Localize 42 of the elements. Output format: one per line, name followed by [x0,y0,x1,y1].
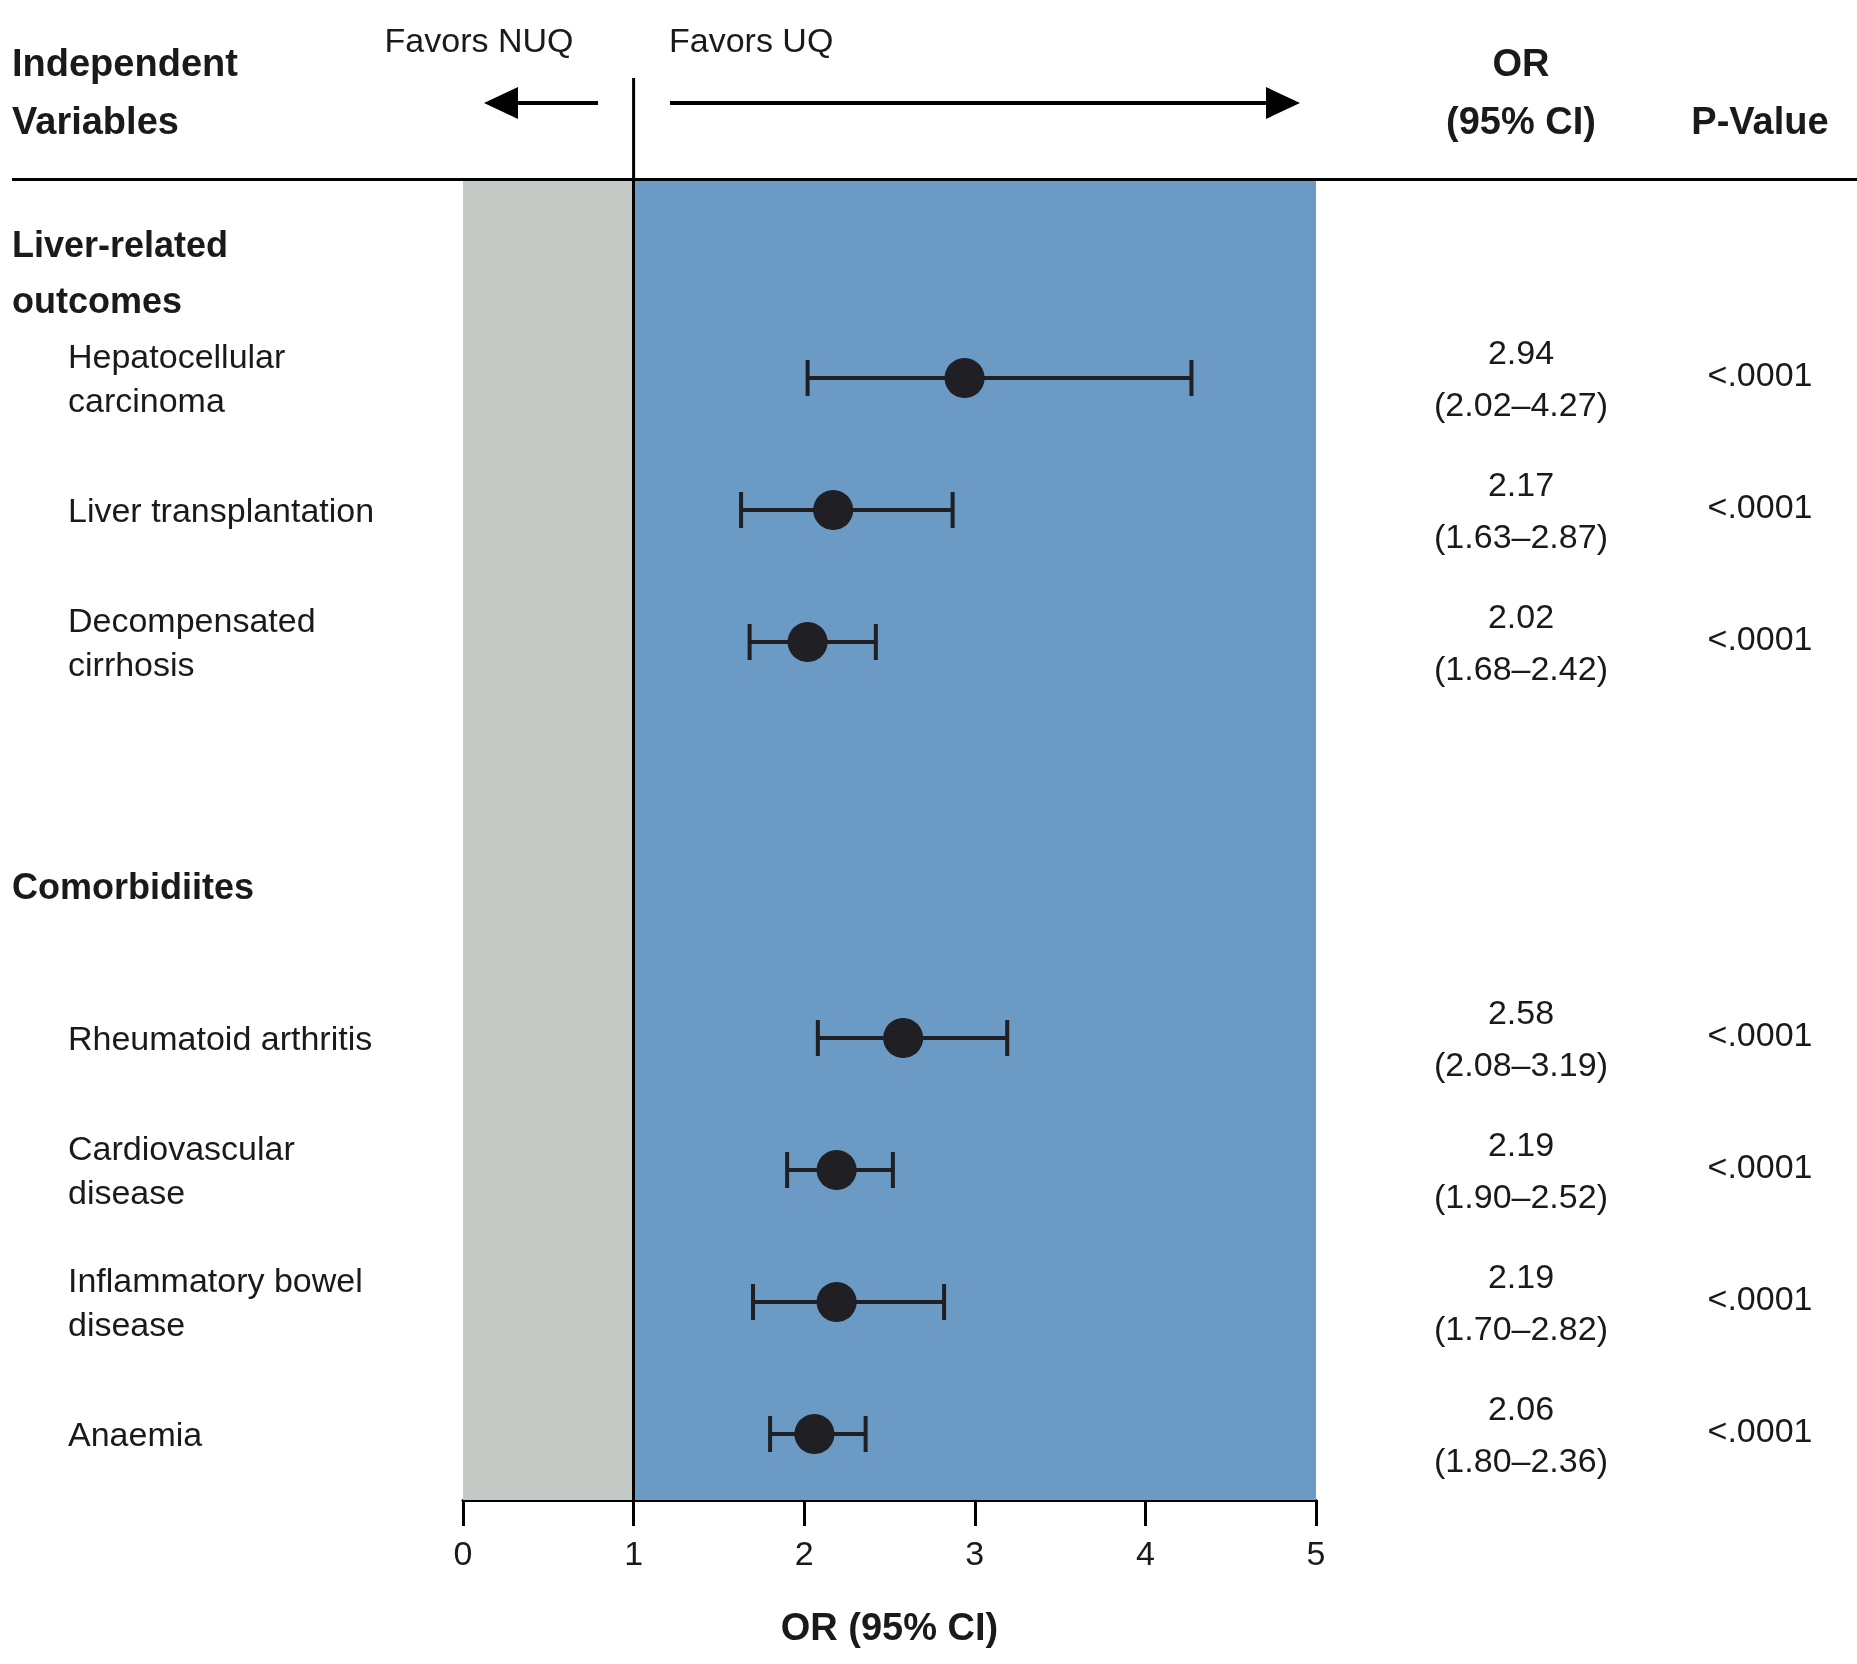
text: <.0001 [1707,1279,1813,1317]
y-tick-label: Liver transplantation [68,491,375,529]
point [883,1018,924,1058]
text: Comorbidiites [12,865,255,907]
x-axis-title: OR (95% CI) [780,1606,999,1648]
data-label: 2.58 (2.08–3.19) [1434,993,1608,1083]
x-tick-label: 2 [794,1534,814,1572]
point [944,358,985,398]
point [816,1150,857,1190]
x-tick-label: 3 [965,1534,985,1572]
text: <.0001 [1707,619,1813,657]
point [813,490,854,530]
text: <.0001 [1707,1147,1813,1185]
y-tick-label: Anaemia [68,1415,203,1453]
text: OR (95% CI) [1446,42,1596,142]
text: <.0001 [1707,1015,1813,1053]
data-label: 2.02 (1.68–2.42) [1434,597,1608,687]
data-label: 2.19 (1.70–2.82) [1434,1257,1608,1347]
text: Liver-related outcomes [12,223,239,321]
text: P-Value [1691,100,1829,142]
text: <.0001 [1707,487,1813,525]
data-label: 2.06 (1.80–2.36) [1434,1389,1608,1479]
y-tick-label: Decompensated cirrhosis [68,601,326,683]
point [787,622,828,662]
point [794,1414,835,1454]
data-label: 2.94 (2.02–4.27) [1434,333,1608,423]
y-tick-label: Inflammatory bowel disease [68,1261,373,1343]
x-tick-label: 4 [1135,1534,1155,1572]
text: <.0001 [1707,1411,1813,1449]
text: Favors UQ [669,21,834,59]
text: <.0001 [1707,355,1813,393]
x-tick-label: 0 [453,1534,473,1572]
point [816,1282,857,1322]
y-tick-label: Rheumatoid arthritis [68,1019,373,1057]
text: Favors NUQ [384,21,574,59]
x-tick-label: 5 [1306,1534,1326,1572]
y-axis-title: Independent Variables [12,42,249,142]
x-tick-label: 1 [624,1534,644,1572]
data-label: 2.19 (1.90–2.52) [1434,1125,1608,1215]
y-tick-label: Hepatocellular carcinoma [68,337,295,419]
y-tick-label: Cardiovascular disease [68,1129,305,1211]
data-label: 2.17 (1.63–2.87) [1434,465,1608,555]
